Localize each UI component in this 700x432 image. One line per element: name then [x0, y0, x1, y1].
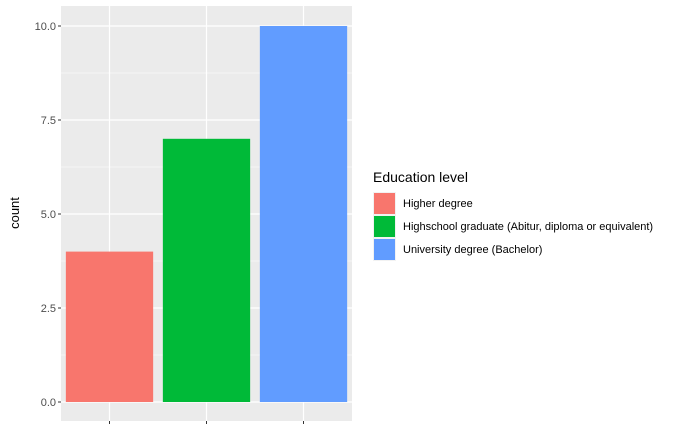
x-axis: [109, 421, 304, 424]
legend: Education level Higher degree Highschool …: [373, 169, 653, 261]
y-axis-title: count: [7, 197, 22, 229]
legend-label: University degree (Bachelor): [403, 244, 542, 256]
y-tick-label: 7.5: [41, 115, 56, 127]
legend-swatch: [374, 239, 395, 260]
legend-swatch: [374, 193, 395, 214]
legend-label: Highschool graduate (Abitur, diploma or …: [403, 221, 653, 233]
y-axis: 0.0 2.5 5.0 7.5 10.0: [35, 21, 61, 409]
bar: [259, 26, 348, 402]
y-tick-label: 0.0: [41, 397, 56, 409]
legend-swatch: [374, 216, 395, 237]
y-tick-label: 2.5: [41, 303, 56, 315]
legend-label: Higher degree: [403, 198, 473, 210]
y-tick-label: 10.0: [35, 21, 56, 33]
bar: [65, 251, 154, 402]
bar: [162, 138, 251, 403]
legend-title: Education level: [373, 169, 468, 185]
bars: [65, 26, 348, 403]
y-tick-label: 5.0: [41, 209, 56, 221]
